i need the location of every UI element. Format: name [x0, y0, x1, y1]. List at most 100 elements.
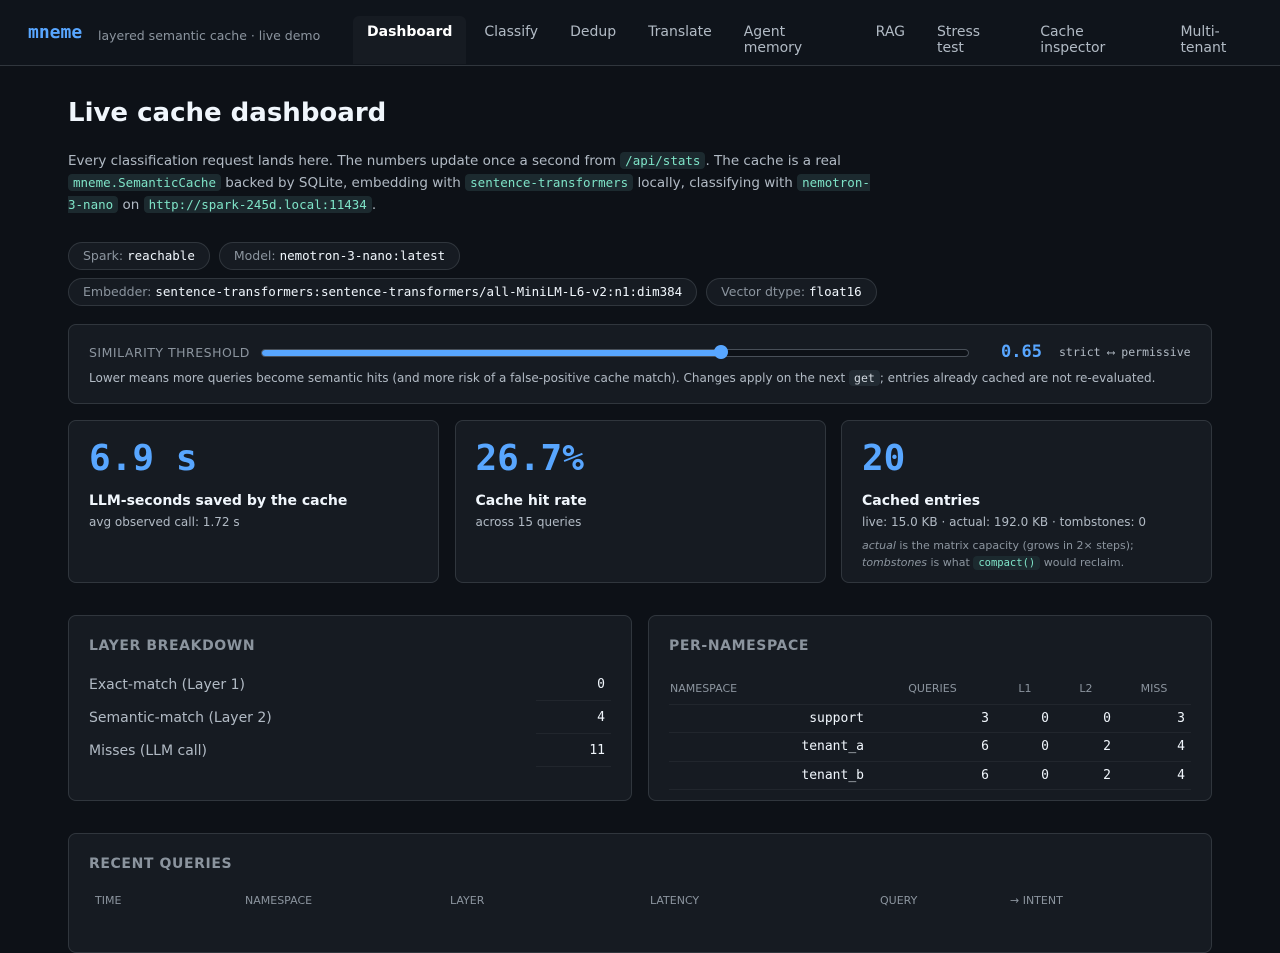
- namespace-panel: PER-NAMESPACE NAMESPACE QUERIES L1 L2 MISS sup…: [648, 615, 1212, 801]
- stat-sub: live: 15.0 KB · actual: 192.0 KB · tombs…: [862, 515, 1146, 529]
- column-header: LATENCY: [650, 894, 700, 907]
- pills: Spark: reachable Model: nemotron-3-nano:l…: [68, 242, 1068, 306]
- table-row: tenant_b 6 0 2 4: [669, 761, 1191, 790]
- text-run: is the matrix capacity (grows in 2× step…: [895, 539, 1134, 552]
- text-run: is what: [927, 556, 974, 569]
- inline-code: compact(): [973, 556, 1041, 570]
- nav-tab[interactable]: Dashboard: [353, 16, 467, 64]
- inline-code: get: [849, 370, 880, 386]
- stat-value: 20: [862, 438, 906, 479]
- table-cell: 2: [1055, 761, 1117, 790]
- table-cell: 6: [870, 732, 995, 762]
- stat-sub: across 15 queries: [475, 515, 582, 529]
- status-pill: Model: nemotron-3-nano:latest: [218, 242, 461, 270]
- status-pill: Vector dtype: float16: [706, 278, 877, 306]
- panel-title: RECENT QUERIES: [89, 856, 233, 872]
- table-cell: tenant_a: [669, 732, 870, 762]
- layer-label: Exact-match (Layer 1): [89, 676, 245, 693]
- nav-tab[interactable]: Multi-tenant: [1180, 24, 1227, 56]
- nav-tab[interactable]: Dedup: [570, 24, 617, 40]
- table-cell: 6: [870, 761, 995, 790]
- table-cell: tenant_b: [669, 761, 870, 790]
- column-header: → INTENT: [1010, 894, 1063, 907]
- text-run: tombstones: [862, 556, 927, 569]
- stat-value: 26.7%: [475, 438, 584, 479]
- inline-code: mneme.SemanticCache: [68, 174, 221, 191]
- panel-title: LAYER BREAKDOWN: [89, 638, 256, 654]
- table-row: tenant_a 6 0 2 4: [669, 732, 1191, 762]
- nav-tab[interactable]: Cache inspector: [1040, 24, 1106, 56]
- header: mneme layered semantic cache · live demo…: [0, 0, 1280, 66]
- text-run: . The cache is a real: [705, 153, 841, 169]
- stat-value: 6.9 s: [89, 438, 198, 479]
- threshold-panel: SIMILARITY THRESHOLD 0.65 strict ⟷ permi…: [68, 324, 1212, 404]
- layer-label: Semantic-match (Layer 2): [89, 709, 272, 726]
- pill-label: Spark:: [83, 248, 124, 263]
- recent-columns: TIME NAMESPACE LAYER LATENCY QUERY → INTENT: [95, 894, 1110, 907]
- stat-label: Cache hit rate: [475, 493, 587, 509]
- layer-row: Semantic-match (Layer 2) 4: [89, 701, 611, 734]
- table-row: support 3 0 0 3: [669, 704, 1191, 733]
- text-run: ; entries already cached are not re-eval…: [879, 371, 1156, 385]
- column-header: QUERY: [880, 894, 918, 907]
- table-body: support 3 0 0 3 tenant_a 6 0 2 4 tenant_b 6 0 2 4: [669, 704, 1191, 790]
- threshold-note: Lower means more queries become semantic…: [89, 370, 1156, 386]
- panel-title: PER-NAMESPACE: [669, 638, 809, 654]
- nav-tab[interactable]: Agent memory: [743, 24, 803, 56]
- table-cell: 0: [995, 732, 1055, 762]
- table-head: NAMESPACE QUERIES L1 L2 MISS: [669, 674, 1191, 705]
- stat-note: actual is the matrix capacity (grows in …: [862, 537, 1191, 572]
- pill-value: nemotron-3-nano:latest: [279, 248, 446, 263]
- nav-tab[interactable]: Stress test: [937, 24, 981, 56]
- layer-row: Exact-match (Layer 1) 0: [89, 668, 611, 701]
- stat-label: Cached entries: [862, 493, 981, 509]
- inline-code: http://spark-245d.local:11434: [143, 196, 372, 213]
- layer-value: 11: [536, 734, 611, 767]
- stat-sub: avg observed call: 1.72 s: [89, 515, 240, 529]
- column-header: L2: [1055, 674, 1117, 705]
- layer-value: 4: [536, 701, 611, 734]
- nav-tab[interactable]: RAG: [875, 24, 905, 40]
- table-cell: 0: [995, 761, 1055, 790]
- pill-value: sentence-transformers:sentence-transform…: [155, 284, 683, 299]
- table-cell: 4: [1117, 761, 1191, 790]
- stat-card: 20 Cached entries live: 15.0 KB · actual: …: [841, 420, 1212, 583]
- column-header: QUERIES: [870, 674, 995, 705]
- column-header: MISS: [1117, 674, 1191, 705]
- table-cell: support: [669, 704, 870, 733]
- column-header: TIME: [95, 894, 122, 907]
- nav-tab[interactable]: Classify: [484, 24, 539, 40]
- column-header: LAYER: [450, 894, 485, 907]
- text-run: actual: [862, 539, 896, 552]
- inline-code: sentence-transformers: [465, 174, 634, 191]
- nav: Dashboard Classify Dedup Translate Agent mem…: [353, 16, 1280, 64]
- slider-knob[interactable]: [713, 345, 728, 359]
- slider[interactable]: [261, 345, 969, 359]
- intro: Every classification request lands here.…: [68, 150, 878, 216]
- pill-label: Embedder:: [83, 284, 152, 299]
- nav-tab[interactable]: Translate: [648, 24, 712, 40]
- layer-panel: LAYER BREAKDOWN Exact-match (Layer 1) 0 Sem…: [68, 615, 632, 801]
- table-cell: 3: [870, 704, 995, 733]
- layer-value: 0: [536, 668, 611, 701]
- layer-rows: Exact-match (Layer 1) 0 Semantic-match (La…: [89, 668, 611, 767]
- table-cell: 4: [1117, 732, 1191, 762]
- pill-label: Vector dtype:: [721, 284, 806, 299]
- tagline: layered semantic cache · live demo: [98, 28, 321, 43]
- page-title: Live cache dashboard: [68, 98, 387, 128]
- table-cell: 0: [1055, 704, 1117, 733]
- stat-label: LLM-seconds saved by the cache: [89, 493, 348, 509]
- text-run: locally, classifying with: [633, 175, 798, 191]
- brand[interactable]: mneme: [28, 22, 83, 43]
- threshold-label: SIMILARITY THRESHOLD: [89, 345, 250, 360]
- text-run: on: [118, 197, 144, 213]
- column-header: NAMESPACE: [669, 674, 870, 705]
- pill-label: Model:: [233, 248, 276, 263]
- table-cell: 0: [995, 704, 1055, 733]
- column-header: NAMESPACE: [245, 894, 313, 907]
- inline-code: /api/stats: [620, 152, 706, 169]
- text-run: Lower means more queries become semantic…: [89, 371, 850, 385]
- pill-value: float16: [809, 284, 862, 299]
- pill-value: reachable: [127, 248, 195, 263]
